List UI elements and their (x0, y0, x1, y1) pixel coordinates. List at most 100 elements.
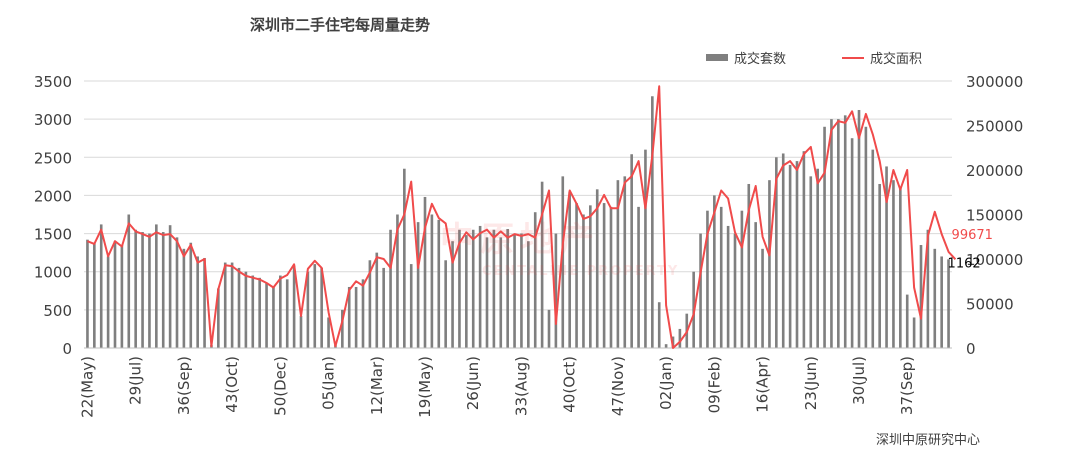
bar (864, 126, 868, 349)
left-axis-tick-label: 0 (62, 340, 72, 358)
x-axis-tick-label: 09(Feb) (705, 356, 723, 413)
bar (575, 203, 578, 348)
bar (175, 237, 179, 348)
bar (513, 233, 516, 348)
bar (196, 256, 199, 348)
bar (878, 183, 881, 348)
bar (327, 317, 330, 348)
chart-title: 深圳市二手住宅每周量走势 (250, 16, 431, 34)
legend-label-bars: 成交套数 (734, 52, 787, 67)
bar (905, 294, 909, 348)
bar (781, 153, 785, 348)
left-axis-tick-label: 3000 (34, 111, 72, 129)
bar (134, 229, 137, 348)
bar (113, 241, 117, 348)
bar (706, 210, 709, 348)
bar (602, 203, 606, 348)
bar (265, 283, 268, 348)
bar (595, 189, 599, 348)
bar (368, 260, 372, 348)
bar (444, 260, 447, 348)
bar (547, 309, 551, 348)
bar (458, 229, 461, 348)
bar (285, 279, 289, 348)
bar (416, 222, 420, 348)
bar (554, 233, 558, 348)
bar (871, 149, 875, 348)
bar (155, 224, 158, 348)
bar (506, 228, 509, 348)
x-axis-tick-label: 23(Jun) (802, 356, 820, 410)
x-axis-tick-label: 05(Jan) (320, 356, 338, 410)
bar (499, 237, 503, 348)
bar (485, 237, 489, 348)
bar (657, 302, 661, 348)
right-axis-tick-label: 200000 (966, 162, 1023, 180)
x-axis-tick-label: 40(Oct) (561, 356, 579, 413)
bar (713, 195, 716, 348)
bar (747, 183, 751, 348)
source-label: 深圳中原研究中心 (876, 433, 981, 448)
watermark-logo: 中原地产 (440, 220, 600, 260)
bar (561, 176, 565, 348)
bar (533, 212, 537, 348)
bar-end-label: 1162 (948, 256, 981, 271)
bar (223, 262, 227, 348)
bar (93, 242, 96, 348)
bar (761, 248, 764, 348)
x-axis-tick-label: 16(Apr) (754, 356, 772, 413)
bar (341, 309, 344, 348)
right-axis-tick-label: 300000 (966, 73, 1023, 91)
x-axis-tick-label: 19(May) (416, 356, 434, 418)
bar (947, 259, 950, 348)
bar (471, 229, 475, 348)
bar (361, 279, 365, 348)
bar (492, 229, 496, 348)
watermark-subtext: CENTALINE PROPERTY (482, 264, 680, 279)
x-axis-tick-label: 12(Mar) (368, 356, 386, 415)
bar (651, 96, 654, 348)
bar (823, 126, 826, 349)
bar (540, 181, 544, 348)
bar (892, 180, 895, 348)
bar (568, 191, 571, 348)
bar (899, 187, 902, 348)
bar (120, 245, 124, 348)
bar (843, 115, 847, 348)
bar (802, 151, 806, 348)
bar (940, 256, 943, 348)
legend-bar-swatch (706, 54, 728, 61)
bar (403, 168, 406, 348)
bar (375, 252, 379, 348)
bar (733, 233, 737, 348)
left-axis-tick-label: 2000 (34, 187, 72, 205)
bar (788, 164, 792, 348)
bar (409, 264, 413, 348)
right-axis-tick-label: 250000 (966, 118, 1023, 136)
x-axis-tick-label: 02(Jan) (657, 356, 675, 410)
bar (919, 245, 923, 348)
legend-line-swatch (842, 56, 864, 59)
bar (726, 225, 730, 348)
bar (678, 328, 682, 348)
bar (354, 286, 358, 348)
bar (637, 206, 640, 348)
bar (244, 271, 248, 348)
bar (182, 248, 186, 348)
x-axis-tick-label: 47(Nov) (609, 356, 627, 416)
bar (582, 214, 585, 348)
bar (912, 317, 916, 348)
bar (141, 232, 144, 348)
bar (272, 286, 275, 348)
right-axis-tick-label: 100000 (966, 251, 1023, 269)
left-axis-tick-label: 1000 (34, 264, 72, 282)
bar (623, 176, 627, 348)
x-axis-tick-label: 30(Jul) (850, 356, 868, 405)
bar (850, 138, 854, 348)
bar (609, 206, 613, 348)
bar (699, 233, 702, 348)
bar (816, 168, 819, 348)
x-axis-tick-label: 37(Sep) (898, 356, 916, 415)
